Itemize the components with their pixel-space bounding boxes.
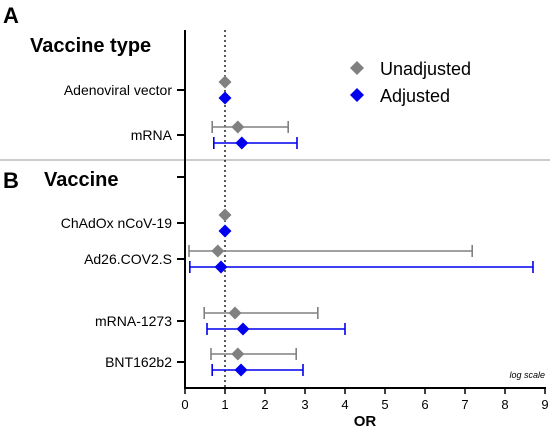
x-tick-label: 0 <box>181 397 188 412</box>
row-label-ad26-cov2-s: Ad26.COV2.S <box>84 251 172 267</box>
y-axis-ticks <box>177 89 185 363</box>
unadjusted-point-bnt162b2 <box>231 347 245 361</box>
panel-b-letter: B <box>3 168 19 193</box>
data-marks <box>188 75 534 377</box>
legend-label-unadjusted: Unadjusted <box>380 59 471 79</box>
legend-label-adjusted: Adjusted <box>380 86 450 106</box>
legend: Unadjusted Adjusted <box>350 59 471 106</box>
x-axis-ticks: 0 1 2 3 4 5 6 7 8 9 <box>181 388 549 412</box>
row-labels: Adenoviral vector mRNA ChAdOx nCoV-19 Ad26.… <box>61 82 173 370</box>
row-label-chadox-ncov-19: ChAdOx nCoV-19 <box>61 215 172 231</box>
x-tick-label: 4 <box>341 397 348 412</box>
legend-marker-adjusted <box>350 88 364 102</box>
row-label-bnt162b2: BNT162b2 <box>105 354 172 370</box>
adjusted-point-bnt162b2 <box>234 363 248 377</box>
unadjusted-point-ad26-cov2-s <box>211 244 225 258</box>
scale-note: log scale <box>509 370 545 380</box>
legend-marker-unadjusted <box>350 61 364 75</box>
adjusted-point-adenoviral-vector <box>218 91 232 105</box>
panel-b-title: Vaccine <box>44 169 119 191</box>
x-tick-label: 5 <box>381 397 388 412</box>
x-tick-label: 3 <box>301 397 308 412</box>
unadjusted-point-mrna <box>231 120 245 134</box>
row-label-mrna-1273: mRNA-1273 <box>95 313 172 329</box>
unadjusted-point-mrna-1273 <box>228 306 242 320</box>
adjusted-point-chadox-ncov-19 <box>218 224 232 238</box>
unadjusted-point-adenoviral-vector <box>218 75 232 89</box>
unadjusted-point-chadox-ncov-19 <box>218 208 232 222</box>
x-tick-label: 1 <box>221 397 228 412</box>
panel-a-title: Vaccine type <box>30 35 151 57</box>
x-tick-label: 9 <box>541 397 548 412</box>
row-label-adenoviral-vector: Adenoviral vector <box>64 82 173 98</box>
x-tick-label: 7 <box>461 397 468 412</box>
panel-a-letter: A <box>3 3 19 28</box>
x-tick-label: 8 <box>501 397 508 412</box>
adjusted-point-ad26-cov2-s <box>214 260 228 274</box>
adjusted-point-mrna-1273 <box>236 322 250 336</box>
x-axis-title: OR <box>354 413 377 430</box>
x-tick-label: 2 <box>261 397 268 412</box>
adjusted-point-mrna <box>235 136 249 150</box>
x-tick-label: 6 <box>421 397 428 412</box>
row-label-mrna: mRNA <box>131 127 173 143</box>
